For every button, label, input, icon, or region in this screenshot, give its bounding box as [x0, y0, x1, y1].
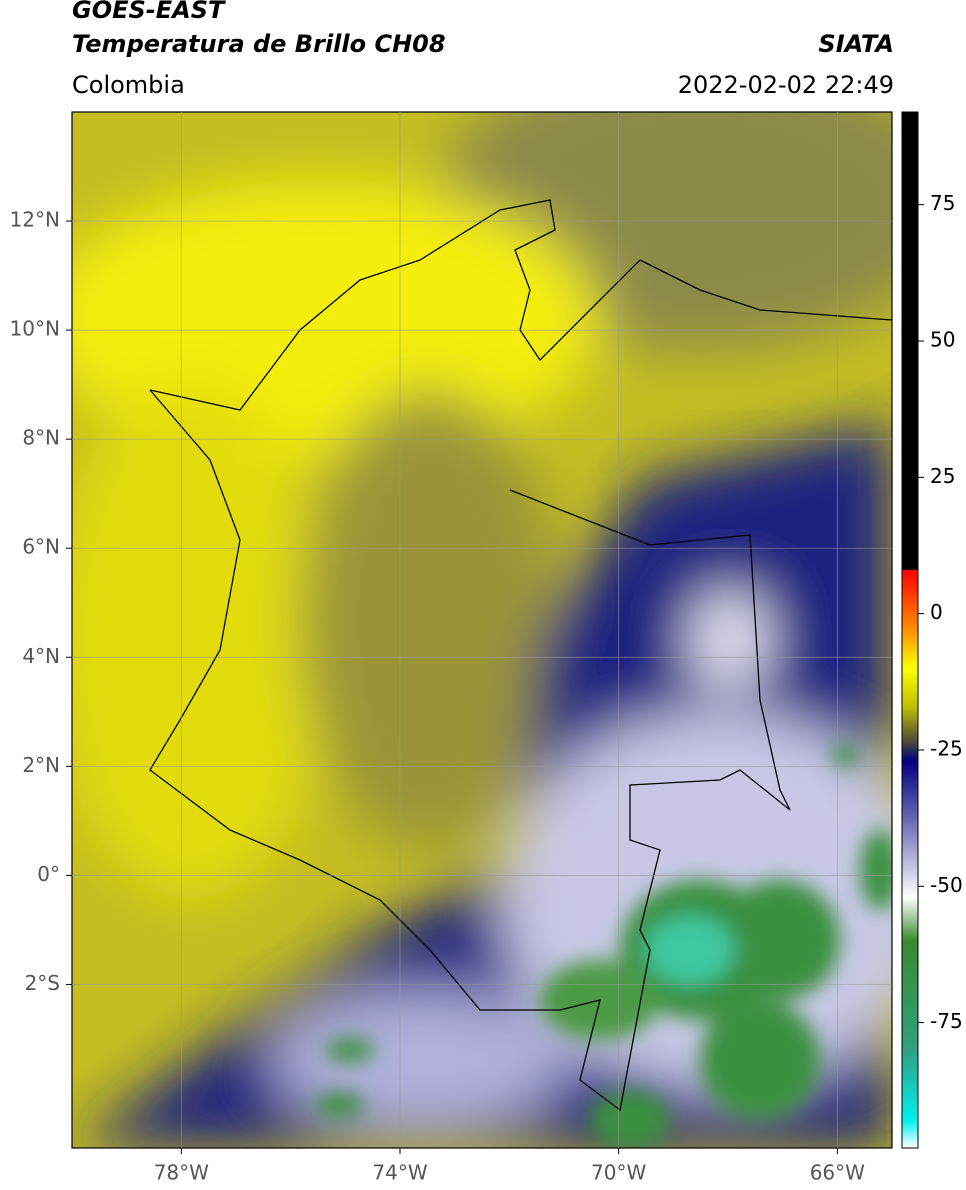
y-tick-label: 2°S	[25, 971, 60, 995]
x-tick-label: 74°W	[372, 1161, 427, 1185]
colorbar-tick-label: -75	[930, 1009, 963, 1033]
title: GOES-EAST	[72, 0, 225, 24]
map-frame	[71, 111, 893, 1149]
x-tick-label: 66°W	[810, 1161, 865, 1185]
colorbar-tick-label: 0	[930, 600, 943, 624]
colorbar-tick-label: 75	[930, 191, 955, 215]
satellite-image	[72, 112, 892, 1148]
source: SIATA	[818, 30, 894, 58]
y-tick-label: 8°N	[22, 426, 60, 450]
x-tick-label: 78°W	[154, 1161, 209, 1185]
y-tick-label: 2°N	[22, 753, 60, 777]
y-tick-label: 4°N	[22, 644, 60, 668]
colorbar-tick-label: -50	[930, 873, 963, 897]
y-tick-label: 0°	[37, 862, 60, 886]
y-tick-label: 10°N	[10, 317, 60, 341]
colorbar-tick-label: -25	[930, 736, 963, 760]
subtitle: Temperatura de Brillo CH08	[72, 30, 446, 58]
x-tick-label: 70°W	[591, 1161, 646, 1185]
y-tick-label: 6°N	[22, 535, 60, 559]
colorbar-tick-label: 25	[930, 464, 955, 488]
borders	[149, 199, 892, 1112]
region: Colombia	[72, 71, 185, 99]
timestamp: 2022-02-02 22:49	[677, 71, 894, 99]
y-tick-label: 12°N	[10, 208, 60, 232]
colorbar	[901, 111, 919, 1149]
colorbar-tick-label: 50	[930, 328, 955, 352]
